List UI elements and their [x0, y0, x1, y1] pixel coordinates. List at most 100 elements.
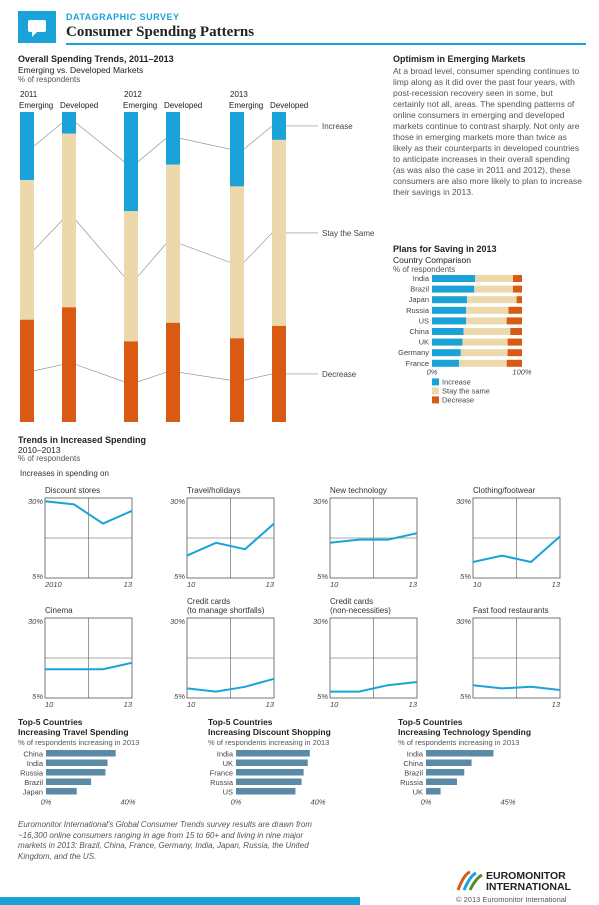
- panel-series-line: [472, 684, 561, 691]
- optimism-text: At a broad level, consumer spending cont…: [393, 66, 582, 197]
- saving-unit: % of respondents: [393, 265, 456, 274]
- overall-unit: % of respondents: [18, 75, 81, 84]
- bar-decrease: [124, 341, 138, 422]
- top5-country-label: China: [403, 759, 423, 768]
- connector-line: [179, 243, 231, 263]
- bar-stay: [20, 180, 34, 320]
- panel-series-line: [329, 532, 418, 544]
- panel-ymin: 5%: [460, 572, 471, 581]
- panel-ymax: 30%: [170, 497, 185, 506]
- overall-title: Overall Spending Trends, 2011–2013: [18, 54, 174, 64]
- top5-bar: [426, 788, 441, 795]
- legend-label: Stay the same: [442, 386, 490, 395]
- bar-increase: [166, 112, 180, 165]
- panel-x-end: 13: [552, 580, 561, 589]
- top5-axis-max: 45%: [500, 798, 515, 807]
- bar-decrease: [230, 338, 244, 422]
- panel-ymin: 5%: [32, 692, 43, 701]
- top5-bar: [46, 778, 92, 785]
- panel-x-start: 10: [330, 580, 339, 589]
- saving-axis-min: 0%: [427, 367, 438, 376]
- connector-line: [75, 364, 125, 382]
- logo-line2: INTERNATIONAL: [486, 881, 571, 893]
- connector-line: [179, 372, 231, 381]
- panel-series-line: [186, 522, 275, 557]
- saving-bar-increase: [432, 296, 468, 304]
- panel-x-end: 13: [409, 580, 418, 589]
- trends-lead: Increases in spending on: [20, 469, 109, 478]
- segment-label: Decrease: [322, 370, 357, 379]
- bar-stay: [166, 164, 180, 323]
- top5-country-label: India: [217, 750, 234, 759]
- connector-line: [179, 138, 231, 150]
- title-rule: [66, 43, 586, 45]
- top5-country-label: Russia: [20, 769, 44, 778]
- panel-series-line: [330, 681, 418, 693]
- logo-line1: EUROMONITOR: [486, 870, 566, 882]
- panel-x-end: 13: [266, 580, 275, 589]
- bar-decrease: [166, 322, 180, 422]
- top5-country-label: UK: [223, 759, 233, 768]
- panel-ymin: 5%: [174, 572, 185, 581]
- panel-x-start: 10: [187, 580, 196, 589]
- bar-increase: [124, 112, 138, 212]
- country-label: UK: [419, 338, 429, 347]
- country-label: China: [409, 327, 429, 336]
- saving-bar-increase: [432, 338, 463, 346]
- top5-country-label: India: [27, 759, 44, 768]
- panel-title: Cinema: [45, 606, 73, 615]
- connector-line: [33, 364, 63, 372]
- panel-x-start: 10: [187, 700, 196, 709]
- panel-x-start: 10: [473, 580, 482, 589]
- connector-line: [243, 125, 273, 150]
- top5-bar: [46, 788, 77, 795]
- panel-ymax: 30%: [170, 617, 185, 626]
- panel-title: (non-necessities): [330, 606, 391, 615]
- legend-label: Decrease: [442, 395, 474, 404]
- bar-stay: [272, 139, 286, 326]
- group-label: Emerging: [229, 101, 263, 110]
- bar-increase: [272, 112, 286, 140]
- page-title: Consumer Spending Patterns: [66, 24, 255, 40]
- country-label: India: [413, 274, 430, 283]
- top5-country-label: Russia: [210, 778, 234, 787]
- panel-ymax: 30%: [313, 497, 328, 506]
- connector-line: [137, 138, 167, 162]
- top5-bar: [426, 778, 457, 785]
- panel-title: (to manage shortfalls): [187, 606, 265, 615]
- panel-series-line: [44, 500, 133, 525]
- euromonitor-logo: EUROMONITOR INTERNATIONAL: [456, 868, 586, 894]
- panel-title: New technology: [330, 486, 387, 495]
- year-label: 2011: [20, 90, 38, 99]
- connector-line: [75, 122, 125, 162]
- bottom-accent-bar: [0, 897, 360, 905]
- top5-country-label: Japan: [23, 788, 43, 797]
- connector-line: [75, 220, 125, 277]
- top5-bar: [426, 750, 494, 757]
- top5-country-label: India: [407, 750, 424, 759]
- saving-bar-decrease: [513, 275, 522, 282]
- year-label: 2013: [230, 90, 248, 99]
- overall-spending-chart: 2011 Emerging Developed 2012 Emerging Develop…: [19, 90, 375, 422]
- segment-label: Increase: [322, 122, 353, 131]
- panel-ymin: 5%: [317, 692, 328, 701]
- trends-unit: % of respondents: [18, 454, 81, 463]
- logo-stripes-icon: [456, 870, 483, 891]
- saving-subtitle: Country Comparison: [393, 255, 471, 265]
- top5-country-label: Brazil: [24, 778, 43, 787]
- top5-bar: [46, 759, 108, 766]
- saving-bar-increase: [432, 317, 467, 325]
- panel-series-line: [45, 661, 133, 671]
- saving-bar-stay: [466, 317, 507, 325]
- header: DATAGRAPHIC SURVEY Consumer Spending Pat…: [0, 0, 599, 45]
- top5-bar: [236, 750, 310, 757]
- bar-decrease: [20, 319, 34, 422]
- top5-axis-max: 40%: [120, 798, 135, 807]
- bar-decrease: [272, 325, 286, 422]
- saving-bar-decrease: [507, 349, 522, 357]
- top5-bar: [236, 759, 308, 766]
- legend-label: Increase: [442, 377, 471, 386]
- saving-bar-decrease: [507, 338, 522, 346]
- saving-bar-decrease: [506, 359, 522, 367]
